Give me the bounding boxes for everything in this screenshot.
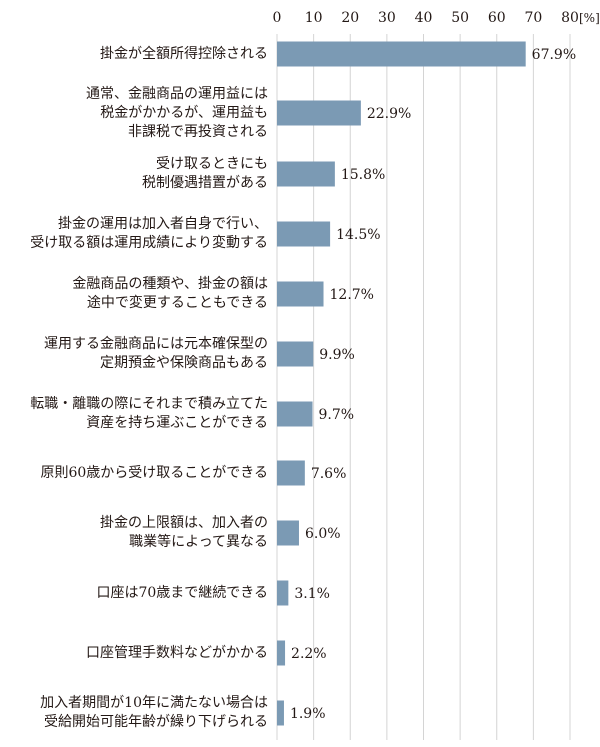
bars xyxy=(277,41,526,726)
value-label: 6.0% xyxy=(305,526,341,542)
x-axis-unit-label: [%] xyxy=(579,11,600,25)
category-label: 原則60歳から受け取ることができる xyxy=(40,464,268,481)
bar xyxy=(277,341,314,367)
value-label: 7.6% xyxy=(311,466,347,482)
category-label: 掛金が全額所得控除される xyxy=(100,45,268,62)
x-axis-ticks: 0 10 20 30 40 50 60 70 80 [%] xyxy=(273,10,600,26)
value-labels: 67.9% 22.9% 15.8% 14.5% 12.7% 9.9% 9.7% 7.6% 6.0… xyxy=(290,47,576,722)
x-tick-label: 40 xyxy=(415,10,433,26)
category-label: 金融商品の種類や、掛金の額は 途中で変更することもできる xyxy=(72,276,268,311)
bar xyxy=(277,281,324,307)
value-label: 22.9% xyxy=(367,106,411,122)
bar xyxy=(277,161,335,187)
category-label: 転職・離職の際にそれまで積み立てた 資産を持ち運ぶことができる xyxy=(30,396,268,431)
category-label: 通常、金融商品の運用益には 税金がかかるが、運用益も 非課税で再投資される xyxy=(86,85,268,140)
bar xyxy=(277,41,526,67)
grid-lines xyxy=(276,34,571,740)
value-label: 14.5% xyxy=(336,227,380,243)
bar xyxy=(277,221,331,247)
category-label: 運用する金融商品には元本確保型の 定期預金や保険商品もある xyxy=(44,336,268,371)
x-tick-label: 60 xyxy=(488,10,506,26)
x-tick-label: 20 xyxy=(341,10,359,26)
category-label: 口座は70歳まで継続できる xyxy=(96,584,268,601)
x-tick-label: 10 xyxy=(305,10,323,26)
value-label: 67.9% xyxy=(532,47,576,63)
value-label: 9.7% xyxy=(319,407,355,423)
x-tick-label: 70 xyxy=(524,10,542,26)
bar xyxy=(277,460,305,486)
value-label: 9.9% xyxy=(319,347,355,363)
category-label: 掛金の運用は加入者自身で行い、 受け取る額は運用成績により変動する xyxy=(30,216,268,251)
category-label: 加入者期間が10年に満たない場合は 受給開始可能年齢が繰り下げられる xyxy=(40,695,268,730)
value-label: 2.2% xyxy=(291,646,327,662)
value-label: 3.1% xyxy=(294,586,330,602)
value-label: 12.7% xyxy=(330,287,374,303)
category-label: 口座管理手数料などがかかる xyxy=(86,644,268,661)
category-label: 受け取るときにも 税制優遇措置がある xyxy=(142,156,268,191)
bar xyxy=(277,100,361,126)
x-tick-label: 0 xyxy=(273,10,282,26)
x-tick-label: 50 xyxy=(451,10,469,26)
bar xyxy=(277,520,299,546)
x-tick-label: 80 xyxy=(561,10,579,26)
value-label: 1.9% xyxy=(290,706,326,722)
bar xyxy=(277,580,289,606)
category-label: 掛金の上限額は、加入者の 職業等によって異なる xyxy=(100,515,268,550)
x-tick-label: 30 xyxy=(378,10,396,26)
bar xyxy=(277,640,286,666)
bar xyxy=(277,401,313,427)
value-label: 15.8% xyxy=(341,167,385,183)
bar xyxy=(277,700,284,726)
